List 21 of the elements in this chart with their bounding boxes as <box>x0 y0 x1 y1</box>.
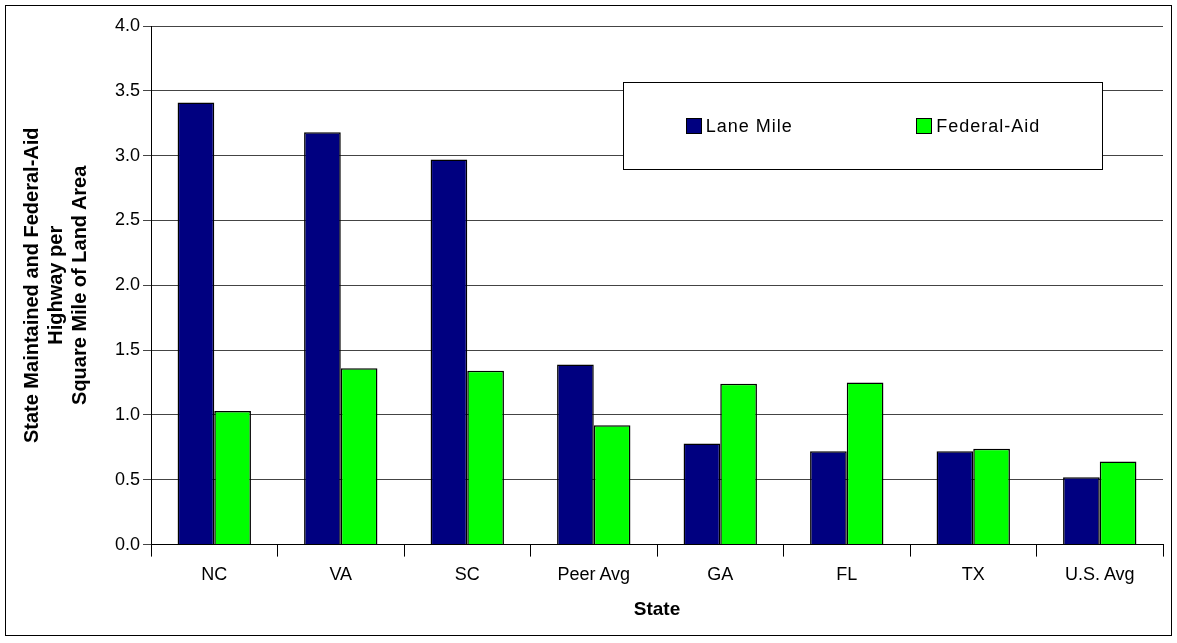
x-tick-label: GA <box>707 564 734 585</box>
y-tick-label: 0.0 <box>114 533 141 554</box>
y-tick-label: 1.5 <box>114 339 141 360</box>
y-tick-label: 4.0 <box>114 14 141 35</box>
y-axis-title: State Maintained and Federal-Aid Highway per Square Mile of Land Area <box>19 127 90 444</box>
y-tick-label: 0.5 <box>114 468 141 489</box>
y-tick-label: 1.0 <box>114 403 141 424</box>
legend-label: Federal-Aid <box>936 115 1041 137</box>
y-tick-label: 3.5 <box>114 79 141 100</box>
y-tick-label: 2.0 <box>114 274 141 295</box>
y-tick-label: 3.0 <box>114 144 141 165</box>
legend-label: Lane Mile <box>705 115 793 137</box>
x-tick-label: FL <box>836 564 858 585</box>
x-tick-label: TX <box>961 564 985 585</box>
x-tick-label: U.S. Avg <box>1064 564 1135 585</box>
x-axis-title: State <box>633 597 681 619</box>
x-tick-label: SC <box>454 564 480 585</box>
x-tick-label: Peer Avg <box>557 564 631 585</box>
x-tick-label: NC <box>201 564 228 585</box>
x-tick-label: VA <box>329 564 353 585</box>
y-tick-label: 2.5 <box>114 209 141 230</box>
